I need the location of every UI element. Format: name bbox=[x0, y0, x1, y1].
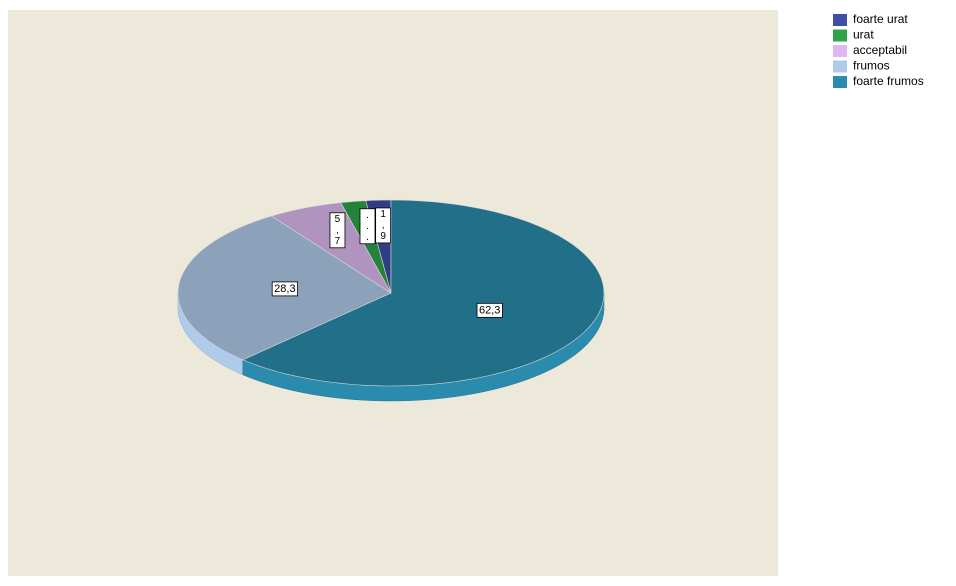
legend-label: foarte frumos bbox=[853, 74, 924, 88]
data-label-box bbox=[375, 207, 392, 244]
legend-swatch bbox=[833, 60, 847, 73]
data-label-box bbox=[329, 212, 346, 249]
data-label-box bbox=[476, 302, 503, 318]
data-label: 62,3 bbox=[479, 304, 500, 316]
legend-label: urat bbox=[853, 28, 874, 42]
legend-label: foarte urat bbox=[853, 12, 908, 26]
slice bbox=[242, 199, 605, 387]
legend-swatch bbox=[833, 45, 847, 57]
data-label-box bbox=[359, 208, 376, 245]
data-label-box bbox=[271, 281, 299, 297]
data-label: 28,3 bbox=[274, 283, 295, 295]
legend-swatch bbox=[833, 14, 847, 26]
data-label: 1,9 bbox=[378, 209, 389, 242]
data-label: ... bbox=[362, 210, 373, 243]
data-label: 5,7 bbox=[332, 214, 343, 247]
legend-swatch bbox=[833, 76, 847, 88]
legend-swatch bbox=[833, 29, 847, 42]
legend-label: frumos bbox=[853, 59, 890, 73]
legend-label: acceptabil bbox=[853, 43, 907, 57]
pie: 1,9... 5,7 28,3 62,3 bbox=[177, 199, 605, 402]
